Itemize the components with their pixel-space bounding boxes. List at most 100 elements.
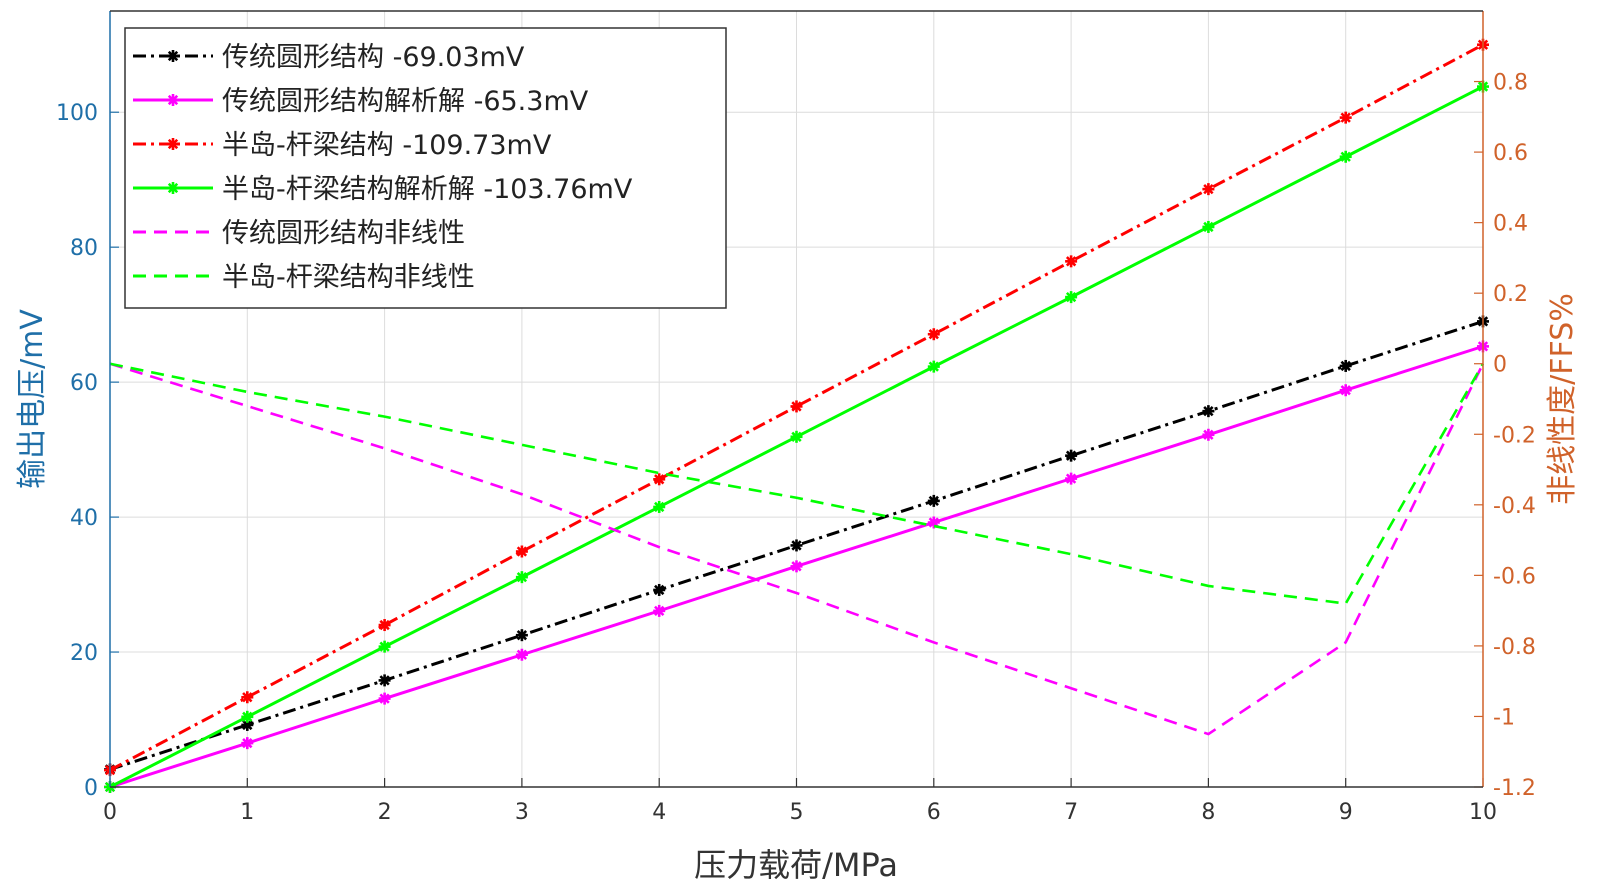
- x-tick-label: 6: [927, 800, 941, 825]
- legend-label-1: 传统圆形结构解析解 -65.3mV: [222, 86, 589, 117]
- x-tick-label: 1: [240, 800, 254, 825]
- x-tick-label: 3: [515, 800, 529, 825]
- data-point-1: [515, 648, 528, 661]
- data-point-1: [378, 692, 391, 705]
- data-point-1: [241, 737, 254, 750]
- x-tick-label: 8: [1201, 800, 1215, 825]
- y-tick-label-right: 0.4: [1493, 212, 1528, 237]
- data-point-3: [515, 571, 528, 584]
- data-point-0: [515, 629, 528, 642]
- y-tick-label-right: 0: [1493, 353, 1507, 378]
- marker-core: [1067, 452, 1075, 459]
- data-point-0: [1202, 405, 1215, 418]
- data-point-3: [927, 360, 940, 373]
- legend-label-3: 半岛-杆梁结构解析解 -103.76mV: [222, 174, 633, 205]
- marker-core: [930, 497, 937, 505]
- y-tick-label-right: 0.8: [1493, 71, 1528, 96]
- y-tick-label-right: -0.8: [1493, 635, 1536, 660]
- y-tick-label-right: -0.4: [1493, 494, 1536, 519]
- marker-core: [793, 542, 800, 549]
- marker-core: [169, 184, 177, 192]
- y-tick-label-right: 0.6: [1493, 141, 1528, 166]
- marker-core: [169, 52, 177, 60]
- marker-core: [518, 548, 526, 555]
- marker-core: [793, 563, 800, 570]
- marker-core: [1205, 407, 1212, 415]
- y-tick-label-right: -0.6: [1493, 564, 1536, 589]
- data-point-0: [653, 583, 666, 596]
- data-point-2: [515, 545, 528, 558]
- legend-marker-1: [167, 94, 179, 106]
- marker-core: [656, 586, 663, 594]
- data-point-0: [927, 494, 940, 507]
- data-point-1: [790, 560, 803, 573]
- data-point-2: [653, 473, 666, 486]
- y-tick-label-left: 80: [70, 236, 98, 261]
- marker-core: [518, 631, 526, 639]
- marker-core: [930, 519, 937, 526]
- marker-core: [930, 331, 937, 338]
- marker-core: [1067, 293, 1075, 301]
- data-point-3: [241, 710, 254, 723]
- marker-core: [381, 695, 388, 702]
- data-point-0: [1339, 359, 1352, 372]
- y-tick-label-left: 40: [70, 506, 98, 531]
- y-tick-label-left: 60: [70, 371, 98, 396]
- x-tick-label: 9: [1339, 800, 1353, 825]
- marker-core: [1067, 258, 1075, 265]
- marker-core: [1205, 431, 1212, 438]
- marker-core: [169, 140, 177, 148]
- data-point-1: [1202, 428, 1215, 441]
- marker-core: [656, 503, 663, 511]
- marker-core: [793, 403, 800, 410]
- data-point-1: [927, 516, 940, 529]
- data-point-0: [1065, 449, 1078, 462]
- marker-core: [1342, 387, 1349, 394]
- x-tick-label: 10: [1469, 800, 1497, 825]
- x-tick-label: 7: [1064, 800, 1078, 825]
- marker-core: [381, 677, 388, 684]
- marker-core: [1342, 362, 1349, 370]
- series-line-5: [109, 362, 1485, 605]
- marker-core: [1205, 185, 1212, 193]
- y-axis-label-left: 输出电压/mV: [15, 309, 50, 489]
- legend-marker-0: [167, 50, 179, 62]
- y-tick-label-left: 20: [70, 641, 98, 666]
- data-point-3: [1339, 150, 1352, 163]
- legend-label-5: 半岛-杆梁结构非线性: [222, 262, 475, 293]
- marker-core: [1342, 153, 1349, 160]
- x-tick-label: 0: [103, 800, 117, 825]
- x-tick-label: 5: [790, 800, 804, 825]
- legend-marker-2: [167, 138, 179, 150]
- y-tick-label-right: -1.2: [1493, 776, 1536, 801]
- y-tick-label-left: 0: [84, 776, 98, 801]
- marker-core: [1342, 114, 1349, 121]
- legend-label-2: 半岛-杆梁结构 -109.73mV: [222, 130, 552, 161]
- marker-core: [381, 643, 388, 650]
- series-layer: [104, 38, 1489, 793]
- marker-core: [1067, 475, 1075, 482]
- marker-core: [793, 433, 800, 440]
- marker-core: [169, 96, 177, 104]
- x-tick-label: 2: [378, 800, 392, 825]
- data-point-1: [1339, 384, 1352, 397]
- legend-box: [124, 27, 727, 309]
- marker-core: [244, 694, 251, 701]
- data-point-3: [790, 430, 803, 443]
- marker-core: [244, 721, 251, 729]
- y-tick-label-right: -1: [1493, 705, 1515, 730]
- data-point-0: [790, 539, 803, 552]
- data-point-3: [653, 500, 666, 513]
- data-point-3: [1065, 291, 1078, 304]
- marker-core: [381, 621, 388, 629]
- marker-core: [244, 739, 251, 747]
- legend-label-4: 传统圆形结构非线性: [222, 218, 465, 249]
- data-point-1: [1065, 472, 1078, 485]
- marker-core: [518, 651, 526, 658]
- series-line-2: [109, 43, 1484, 772]
- marker-core: [244, 713, 251, 721]
- legend-marker-3: [167, 182, 179, 194]
- data-point-2: [927, 328, 940, 341]
- legend-label-0: 传统圆形结构 -69.03mV: [222, 42, 525, 73]
